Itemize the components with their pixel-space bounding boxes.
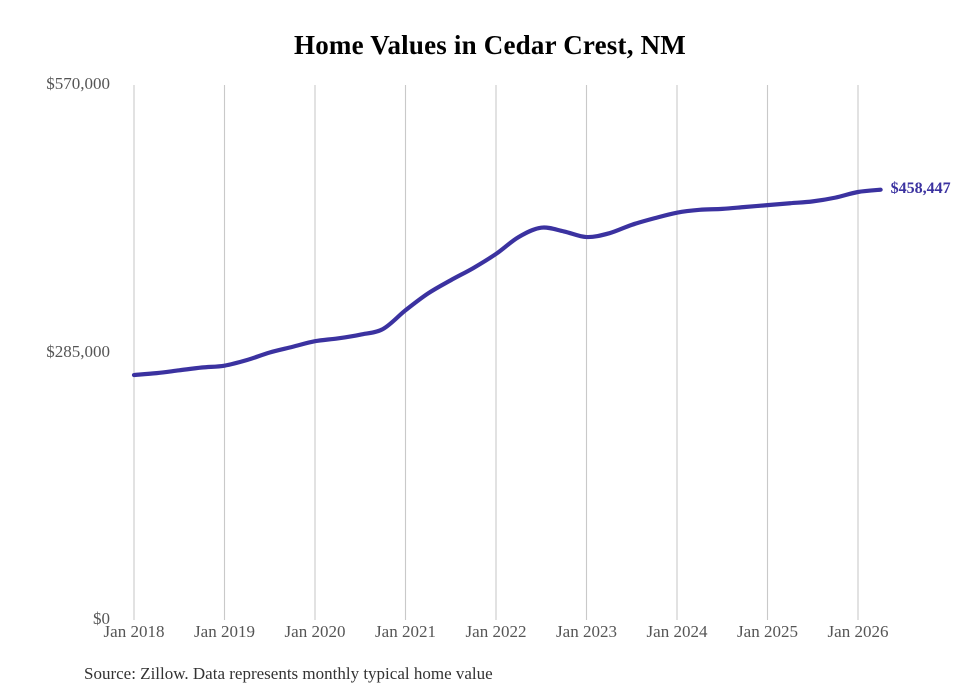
x-tick-label-jan-2025: Jan 2025: [737, 622, 798, 641]
source-footnote: Source: Zillow. Data represents monthly …: [84, 664, 493, 683]
x-tick-label-jan-2021: Jan 2021: [375, 622, 436, 641]
x-tick-label-jan-2026: Jan 2026: [827, 622, 889, 641]
y-tick-label: $570,000: [46, 74, 110, 93]
x-tick-label-jan-2018: Jan 2018: [103, 622, 165, 641]
x-tick-label-jan-2020: Jan 2020: [284, 622, 346, 641]
x-tick-label-jan-2024: Jan 2024: [646, 622, 708, 641]
y-tick-label: $285,000: [46, 341, 110, 361]
y-tick-label: $0: [93, 609, 110, 628]
x-tick-label-jan-2022: Jan 2022: [465, 622, 527, 641]
page-title: Home Values in Cedar Crest, NM: [294, 30, 686, 60]
x-tick-label-jan-2023: Jan 2023: [556, 622, 617, 641]
x-tick-label-jan-2019: Jan 2019: [194, 622, 255, 641]
series-lines: [131, 187, 883, 378]
series-line-0: [131, 187, 883, 378]
gridlines: [133, 85, 859, 620]
end-value-label: $458,447: [890, 179, 951, 197]
